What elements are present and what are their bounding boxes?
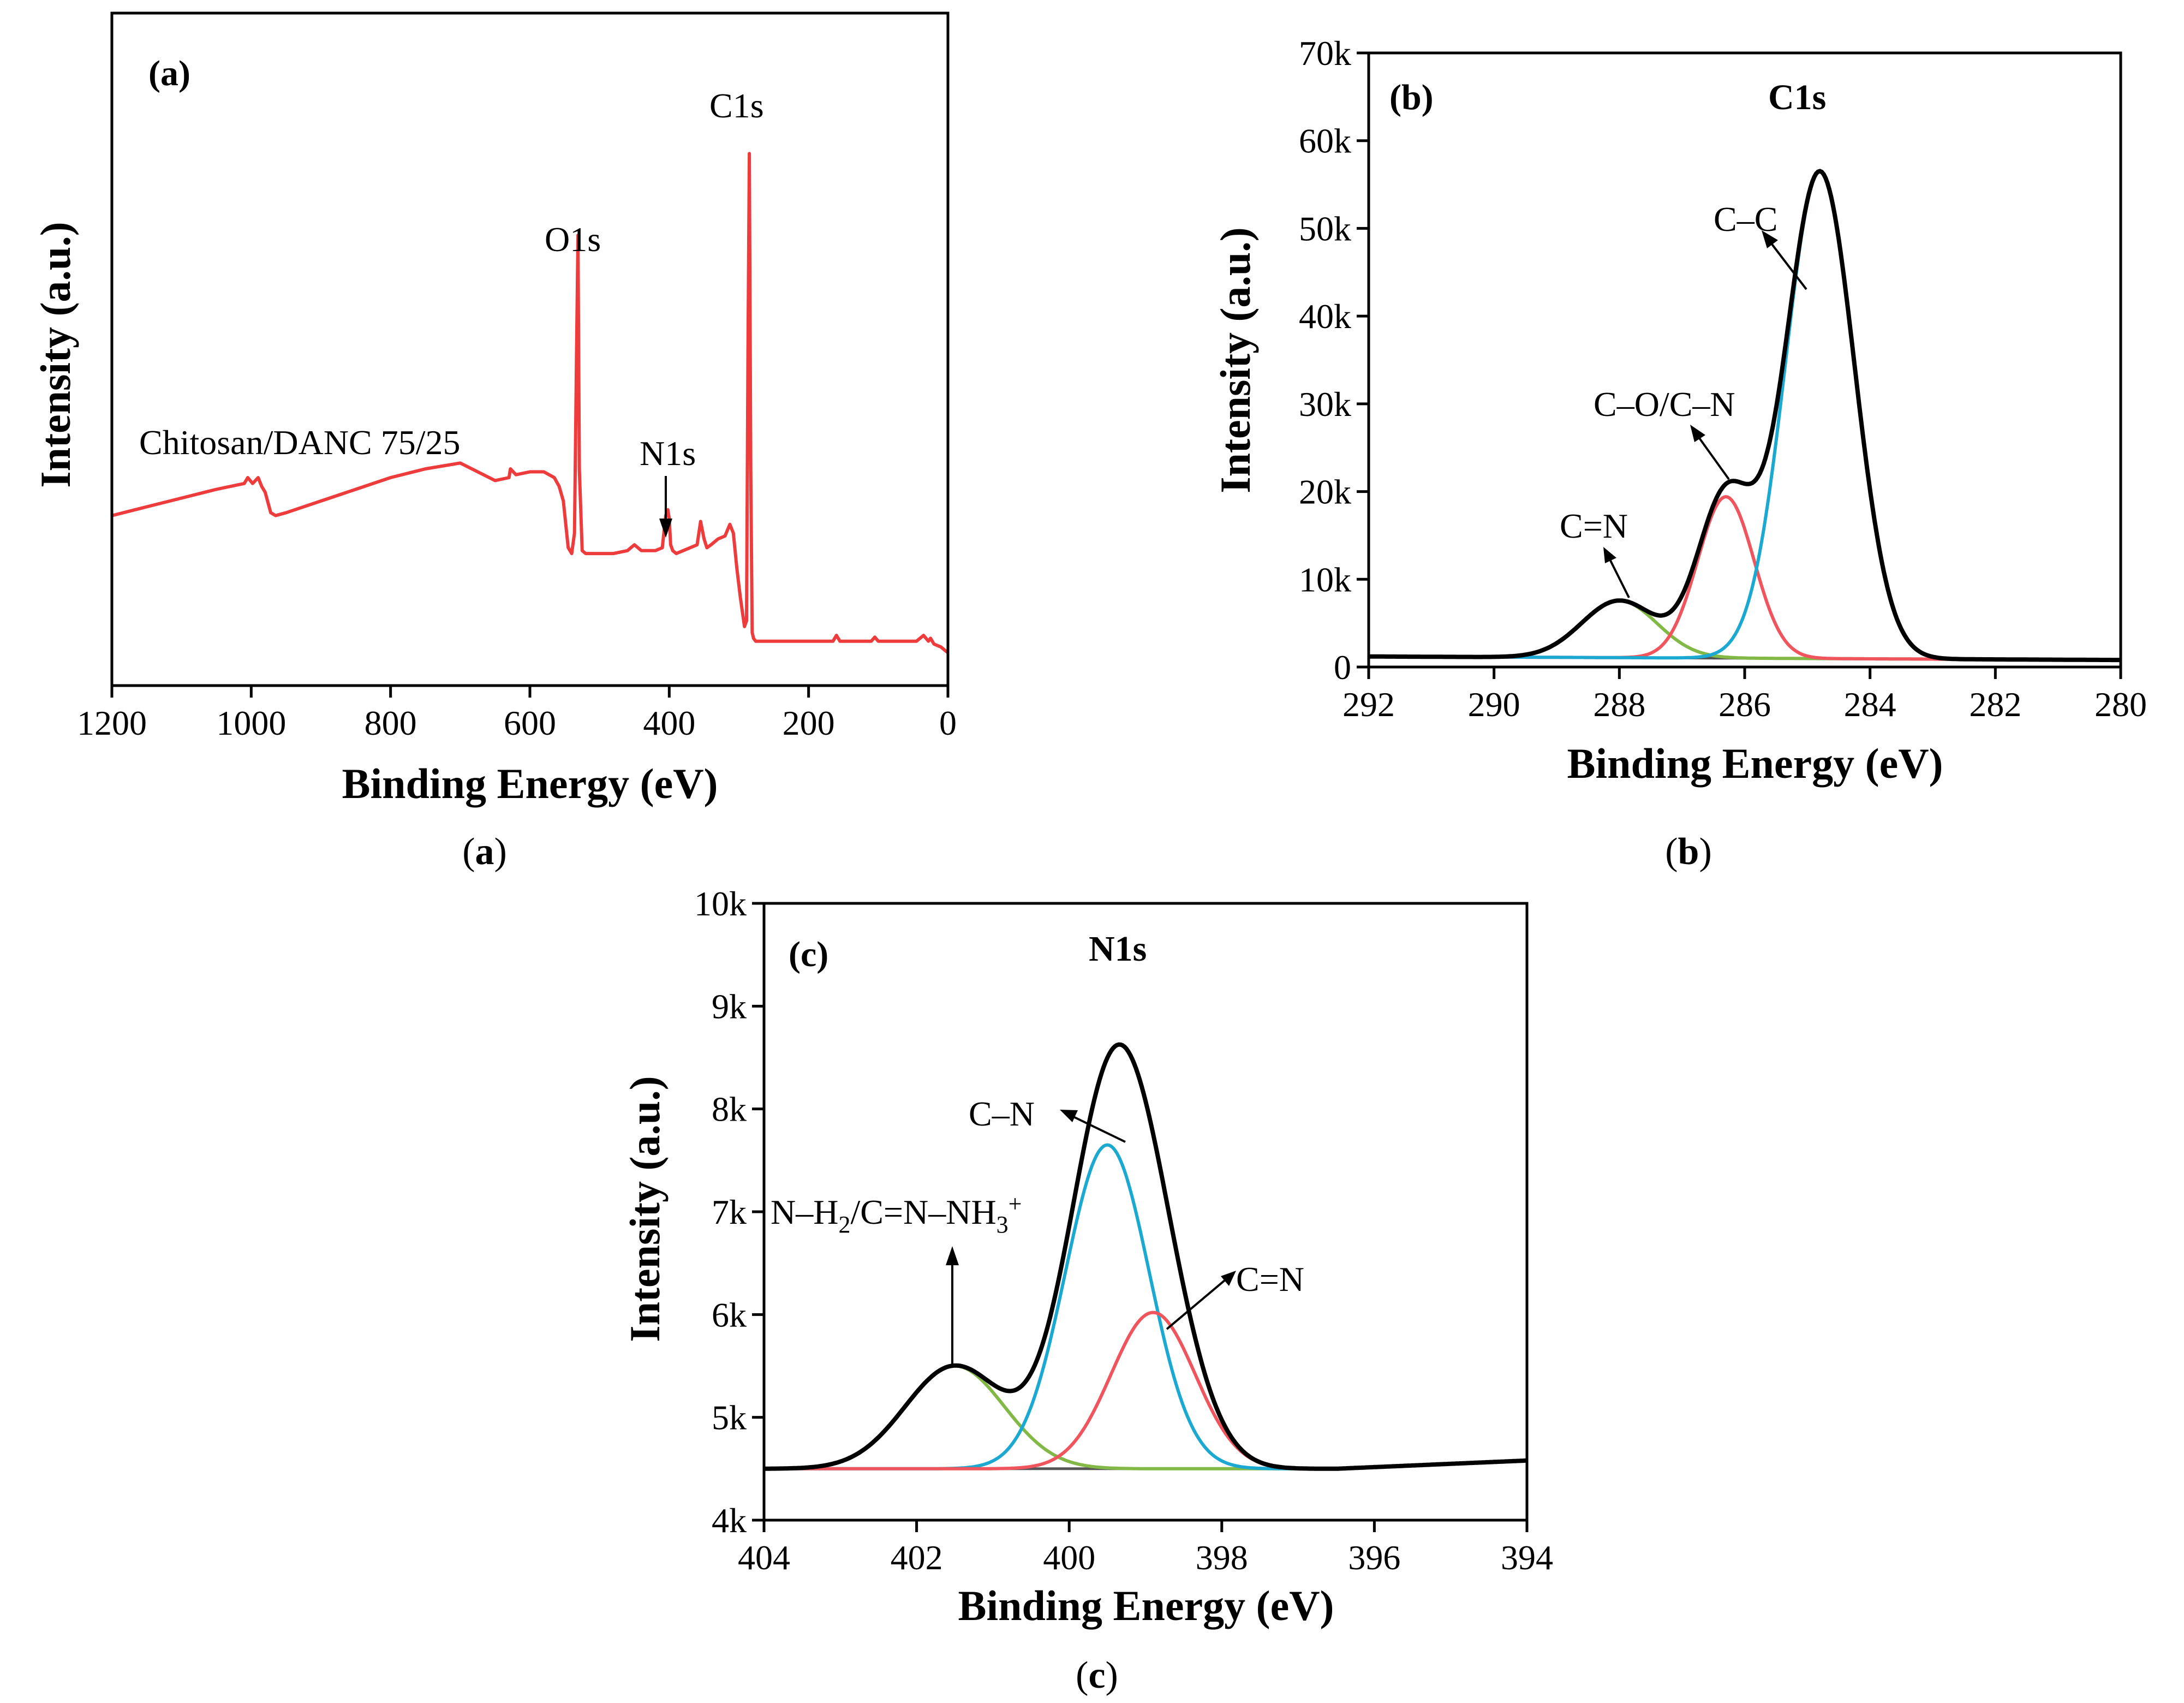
c-c-arrow-head bbox=[1762, 230, 1778, 248]
panel-c-label: (c) bbox=[789, 934, 828, 974]
panel-c-ticks: 404 402 400 398 396 394 4k 5k 6k 7k 8k 9k 10k bbox=[694, 884, 1553, 1577]
panel-c-title: N1s bbox=[1089, 929, 1147, 969]
panel-c-caption: (c) bbox=[1076, 1654, 1118, 1696]
panel-a-label: (a) bbox=[148, 53, 190, 93]
x-tick-label: 398 bbox=[1196, 1538, 1248, 1577]
x-tick-label: 292 bbox=[1342, 685, 1395, 724]
panel-a-survey-spectrum: 1200 1000 800 600 400 200 0 (a) Chitosan/DANC … bbox=[32, 11, 957, 873]
panel-b-title: C1s bbox=[1768, 78, 1826, 117]
c-c-peak-label: C–C bbox=[1714, 200, 1777, 239]
panel-a-y-axis-label: Intensity (a.u.) bbox=[32, 222, 79, 488]
nh-peak-label: N–H2/C=N–NH3+ bbox=[771, 1190, 1022, 1238]
c-n-double-arrow bbox=[1609, 559, 1630, 598]
y-tick-label: 20k bbox=[1299, 473, 1351, 511]
y-tick-label: 40k bbox=[1299, 297, 1351, 336]
component-peak-line bbox=[1369, 495, 2121, 662]
panel-b-caption: (b) bbox=[1665, 831, 1712, 873]
y-tick-label: 30k bbox=[1299, 385, 1351, 424]
x-tick-label: 800 bbox=[365, 704, 417, 742]
x-tick-label: 0 bbox=[939, 704, 957, 742]
y-tick-label: 4k bbox=[712, 1501, 747, 1540]
x-tick-label: 394 bbox=[1501, 1538, 1553, 1577]
n1s-peak-label: N1s bbox=[640, 434, 696, 473]
panel-b-x-axis-label: Binding Energy (eV) bbox=[1567, 740, 1943, 787]
x-tick-label: 396 bbox=[1348, 1538, 1400, 1577]
c-n-double-arrow-head-c bbox=[1221, 1271, 1236, 1286]
panel-c-n1s-spectrum: 404 402 400 398 396 394 4k 5k 6k 7k 8k 9k 10k (c) N1… bbox=[621, 884, 1553, 1696]
component-peak-line bbox=[764, 1311, 1527, 1470]
y-tick-label: 9k bbox=[712, 987, 747, 1026]
panel-a-x-ticks: 1200 1000 800 600 400 200 0 bbox=[77, 686, 957, 742]
y-tick-label: 0 bbox=[1334, 648, 1351, 687]
c-o-c-n-peak-label: C–O/C–N bbox=[1594, 385, 1735, 424]
x-tick-label: 404 bbox=[738, 1538, 790, 1577]
y-tick-label: 6k bbox=[712, 1295, 747, 1334]
x-tick-label: 288 bbox=[1593, 685, 1645, 724]
y-tick-label: 60k bbox=[1299, 122, 1351, 160]
c-c-arrow bbox=[1770, 242, 1807, 290]
x-tick-label: 282 bbox=[1969, 685, 2021, 724]
panel-b-label: (b) bbox=[1389, 78, 1434, 117]
y-tick-label: 8k bbox=[712, 1090, 747, 1129]
x-tick-label: 400 bbox=[1043, 1538, 1095, 1577]
y-tick-label: 7k bbox=[712, 1193, 747, 1231]
x-tick-label: 286 bbox=[1718, 685, 1771, 724]
x-tick-label: 280 bbox=[2095, 685, 2147, 724]
panel-c-curves bbox=[764, 1042, 1527, 1471]
c-n-double-peak-label-c: C=N bbox=[1236, 1260, 1304, 1299]
x-tick-label: 1200 bbox=[77, 704, 147, 742]
nh-arrow-head bbox=[946, 1246, 959, 1265]
panel-a-caption: (a) bbox=[462, 831, 507, 873]
panel-a-sample-label: Chitosan/DANC 75/25 bbox=[139, 423, 460, 462]
component-peak-line bbox=[764, 1364, 1527, 1470]
panel-b-frame bbox=[1367, 51, 2122, 669]
x-tick-label: 290 bbox=[1468, 685, 1520, 724]
c-n-arrow-head bbox=[1060, 1110, 1078, 1122]
panel-b-ticks: 292 290 288 286 284 282 280 0 10k 20k 30k 40k 50k 60k… bbox=[1299, 34, 2147, 724]
c-o-c-n-arrow bbox=[1697, 436, 1730, 480]
c-n-double-arrow-head bbox=[1603, 547, 1616, 563]
panel-a-x-axis-label: Binding Energy (eV) bbox=[342, 760, 718, 807]
c-n-arrow bbox=[1072, 1115, 1126, 1143]
panel-b-curves bbox=[1369, 169, 2121, 663]
x-tick-label: 200 bbox=[783, 704, 835, 742]
panel-c-x-axis-label: Binding Energy (eV) bbox=[958, 1582, 1334, 1629]
n1s-arrow-head bbox=[659, 519, 672, 538]
x-tick-label: 284 bbox=[1844, 685, 1896, 724]
survey-spectrum-line bbox=[111, 152, 949, 654]
envelope-line bbox=[1369, 169, 2121, 663]
y-tick-label: 10k bbox=[1299, 560, 1351, 599]
y-tick-label: 50k bbox=[1299, 209, 1351, 248]
x-tick-label: 600 bbox=[504, 704, 556, 742]
x-tick-label: 402 bbox=[891, 1538, 943, 1577]
c-o-c-n-arrow-head bbox=[1690, 425, 1705, 442]
panel-a-frame bbox=[110, 11, 950, 687]
c-n-double-arrow-c bbox=[1166, 1279, 1226, 1330]
y-tick-label: 10k bbox=[694, 884, 747, 923]
c-n-peak-label: C–N bbox=[969, 1094, 1035, 1133]
y-tick-label: 5k bbox=[712, 1398, 747, 1437]
component-peak-line bbox=[1369, 170, 2121, 662]
o1s-peak-label: O1s bbox=[545, 220, 601, 259]
x-tick-label: 1000 bbox=[216, 704, 286, 742]
panel-b-y-axis-label: Intensity (a.u.) bbox=[1212, 227, 1259, 493]
x-tick-label: 400 bbox=[643, 704, 695, 742]
envelope-line bbox=[764, 1042, 1527, 1471]
panel-b-c1s-spectrum: 292 290 288 286 284 282 280 0 10k 20k 30k 40k 50k 60k… bbox=[1212, 34, 2147, 873]
y-tick-label: 70k bbox=[1299, 34, 1351, 73]
c1s-peak-label: C1s bbox=[709, 86, 764, 125]
panel-c-y-axis-label: Intensity (a.u.) bbox=[621, 1076, 669, 1342]
c-n-double-peak-label: C=N bbox=[1560, 507, 1628, 545]
